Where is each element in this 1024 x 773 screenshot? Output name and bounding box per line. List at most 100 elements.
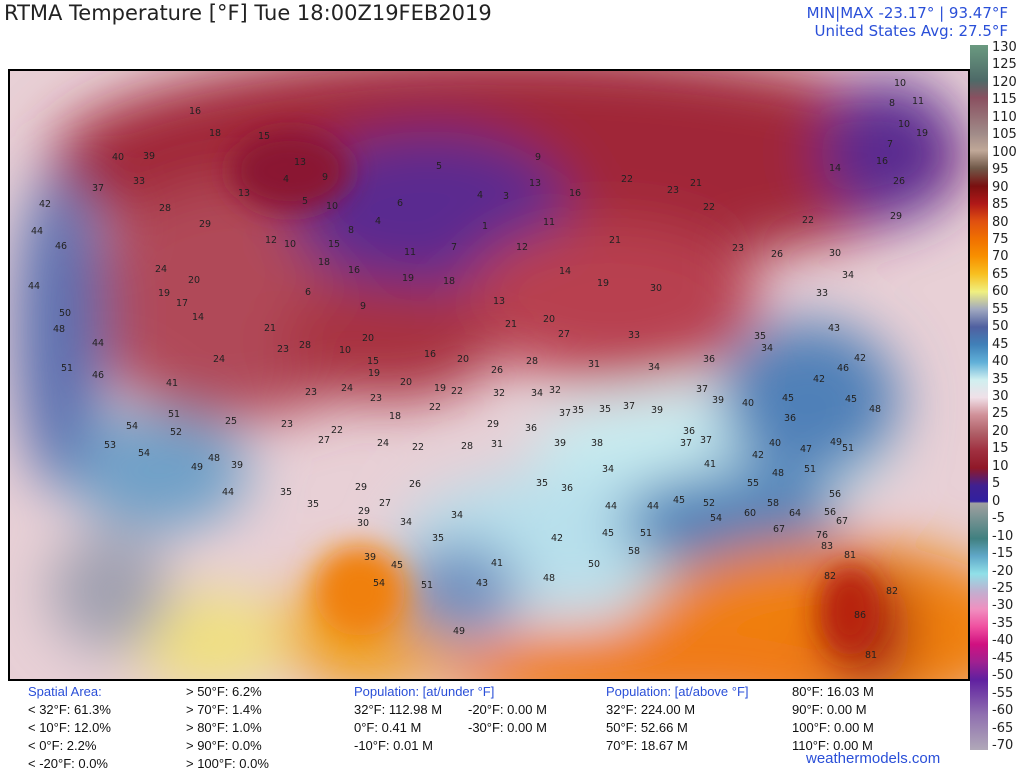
stat-line: > 80°F: 1.0% — [186, 720, 262, 735]
station-temperature: 8 — [348, 225, 354, 236]
station-temperature: 1 — [482, 221, 488, 232]
station-temperature: 22 — [412, 442, 424, 453]
color-scale-tick: 45 — [992, 336, 1009, 352]
station-temperature: 41 — [704, 459, 716, 470]
station-temperature: 5 — [302, 196, 308, 207]
station-temperature: 11 — [543, 217, 555, 228]
station-temperature: 19 — [916, 128, 928, 139]
station-temperature: 11 — [912, 96, 924, 107]
station-temperature: 28 — [461, 441, 473, 452]
color-scale-tick: 85 — [992, 197, 1009, 213]
station-temperature: 14 — [192, 312, 204, 323]
station-temperature: 45 — [673, 495, 685, 506]
station-temperature: 51 — [640, 528, 652, 539]
station-temperature: 10 — [284, 239, 296, 250]
station-temperature: 36 — [703, 354, 715, 365]
station-temperature: 22 — [451, 386, 463, 397]
color-scale-tick: 55 — [992, 301, 1009, 317]
station-temperature: 82 — [824, 571, 836, 582]
station-temperature: 33 — [133, 176, 145, 187]
station-temperature: 16 — [348, 265, 360, 276]
station-temperature: 23 — [281, 419, 293, 430]
stat-line: < 32°F: 61.3% — [28, 702, 111, 717]
stat-line: > 90°F: 0.0% — [186, 738, 262, 753]
color-scale-tick: -40 — [992, 633, 1014, 649]
station-temperature: 28 — [159, 203, 171, 214]
station-temperature: 44 — [222, 487, 234, 498]
color-scale-tick: 30 — [992, 389, 1009, 404]
station-temperature: 13 — [238, 188, 250, 199]
station-temperature: 15 — [258, 131, 270, 142]
station-temperature: 32 — [493, 388, 505, 399]
stat-line: 70°F: 18.67 M — [606, 738, 688, 753]
min-max-value: MIN|MAX -23.17° | 93.47°F — [806, 4, 1008, 22]
station-temperature: 23 — [370, 393, 382, 404]
stat-line: > 100°F: 0.0% — [186, 756, 269, 771]
color-scale-tick: 0 — [992, 493, 1001, 509]
station-temperature: 44 — [92, 338, 104, 349]
station-temperature: 18 — [318, 257, 330, 268]
station-temperature: 49 — [191, 462, 203, 473]
color-scale-bar — [970, 45, 988, 750]
color-scale-tick: 40 — [992, 354, 1009, 370]
station-temperature: 51 — [61, 363, 73, 374]
station-temperature: 60 — [744, 508, 756, 519]
station-temperature: 6 — [397, 198, 403, 209]
station-temperature: 35 — [307, 499, 319, 510]
station-temperature: 36 — [683, 426, 695, 437]
color-scale-tick: -50 — [992, 668, 1014, 684]
station-temperature: 67 — [773, 524, 785, 535]
credit-link[interactable]: weathermodels.com — [806, 750, 941, 767]
station-temperature: 35 — [599, 404, 611, 415]
station-temperature: 26 — [409, 479, 421, 490]
color-scale-tick: 5 — [992, 476, 1001, 492]
temperature-map[interactable]: 16 18 15 13 9 4 5 10 8 4 6 5 4 3 1 7 11 12 9 13 16 11 14 19 21 22… — [8, 69, 970, 681]
station-temperature: 67 — [836, 516, 848, 527]
color-scale-tick: 130 — [992, 40, 1017, 55]
station-temperature: 55 — [747, 478, 759, 489]
station-temperature: 27 — [558, 329, 570, 340]
station-temperature: 40 — [742, 398, 754, 409]
min-max-readout: MIN|MAX -23.17° | 93.47°F United States … — [807, 4, 1008, 40]
color-scale-tick: -55 — [992, 685, 1014, 701]
station-temperature: 48 — [53, 324, 65, 335]
color-scale-tick: 90 — [992, 179, 1009, 195]
station-temperature: 42 — [39, 199, 51, 210]
station-temperature: 45 — [391, 560, 403, 571]
stat-line: > 70°F: 1.4% — [186, 702, 262, 717]
station-temperature: 37 — [92, 183, 104, 194]
station-temperature: 35 — [432, 533, 444, 544]
station-temperature: 11 — [404, 247, 416, 258]
station-temperature: 50 — [59, 308, 71, 319]
station-temperature: 31 — [491, 439, 503, 450]
station-temperature: 4 — [283, 174, 289, 185]
us-average: United States Avg: 27.5°F — [814, 22, 1008, 40]
station-temperature: 31 — [588, 359, 600, 370]
station-temperature: 47 — [800, 444, 812, 455]
station-temperature: 29 — [358, 506, 370, 517]
station-temperature: 49 — [453, 626, 465, 637]
station-temperature: 15 — [367, 356, 379, 367]
station-temperature: 4 — [375, 216, 381, 227]
station-temperature: 14 — [829, 163, 841, 174]
station-temperature: 46 — [55, 241, 67, 252]
station-temperature: 33 — [816, 288, 828, 299]
station-temperature: 52 — [703, 498, 715, 509]
station-temperature: 42 — [752, 450, 764, 461]
station-temperature: 7 — [451, 242, 457, 253]
color-scale-tick: -25 — [992, 580, 1014, 596]
station-temperature: 39 — [554, 438, 566, 449]
color-scale-tick: -10 — [992, 528, 1014, 544]
color-scale-tick: -30 — [992, 598, 1014, 614]
station-temperature: 20 — [362, 333, 374, 344]
station-temperature: 39 — [143, 151, 155, 162]
station-temperature: 29 — [199, 219, 211, 230]
station-temperature: 7 — [887, 139, 893, 150]
station-temperature: 28 — [299, 340, 311, 351]
color-scale-tick: 110 — [992, 109, 1017, 125]
station-temperature: 20 — [543, 314, 555, 325]
station-temperature: 48 — [543, 573, 555, 584]
station-temperature: 22 — [429, 402, 441, 413]
